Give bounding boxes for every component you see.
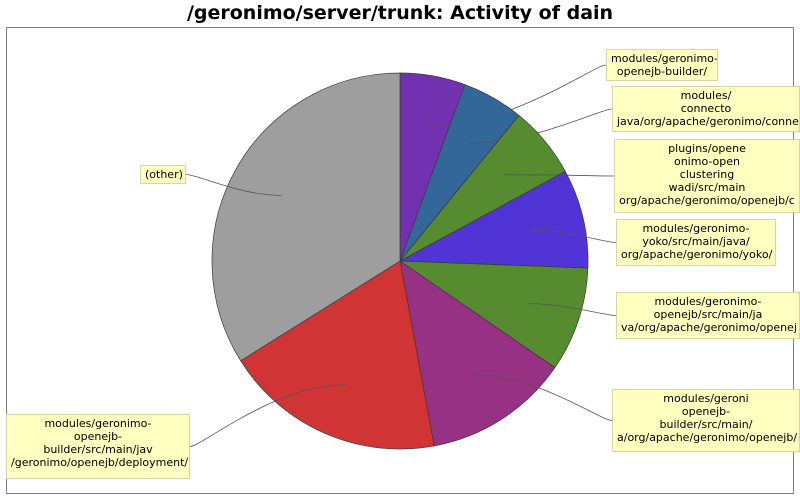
slice-label: modules/geronimo- yoko/src/main/java/ or… <box>616 219 776 266</box>
slice-label: modules/geronimo- openejb-builder/ <box>606 49 718 81</box>
slice-label: modules/geronimo- openejb- builder/src/m… <box>6 414 190 479</box>
slice-label: (other) <box>140 165 186 184</box>
leader-line <box>473 374 613 421</box>
pie-slice <box>211 72 401 362</box>
pie-slice <box>399 260 556 447</box>
leader-line <box>531 229 617 243</box>
pie-slice <box>398 170 589 269</box>
slice-label: modules/geronimo- openejb/src/main/ja va… <box>616 292 800 339</box>
plot-area <box>6 27 794 494</box>
leader-line <box>185 174 282 196</box>
pie-slice <box>240 260 435 450</box>
slice-label: modules/geroni openejb- builder/src/main… <box>612 389 800 452</box>
chart-title: /geronimo/server/trunk: Activity of dain <box>186 2 614 24</box>
pie-slice <box>398 260 589 369</box>
leader-line <box>504 174 615 177</box>
slice-label: plugins/opene onimo-open clustering wadi… <box>614 139 800 213</box>
leader-line <box>467 108 613 144</box>
leader-line <box>528 303 617 316</box>
leader-line <box>189 384 346 447</box>
slice-label: modules/ connecto java/org/apache/geroni… <box>612 86 800 132</box>
